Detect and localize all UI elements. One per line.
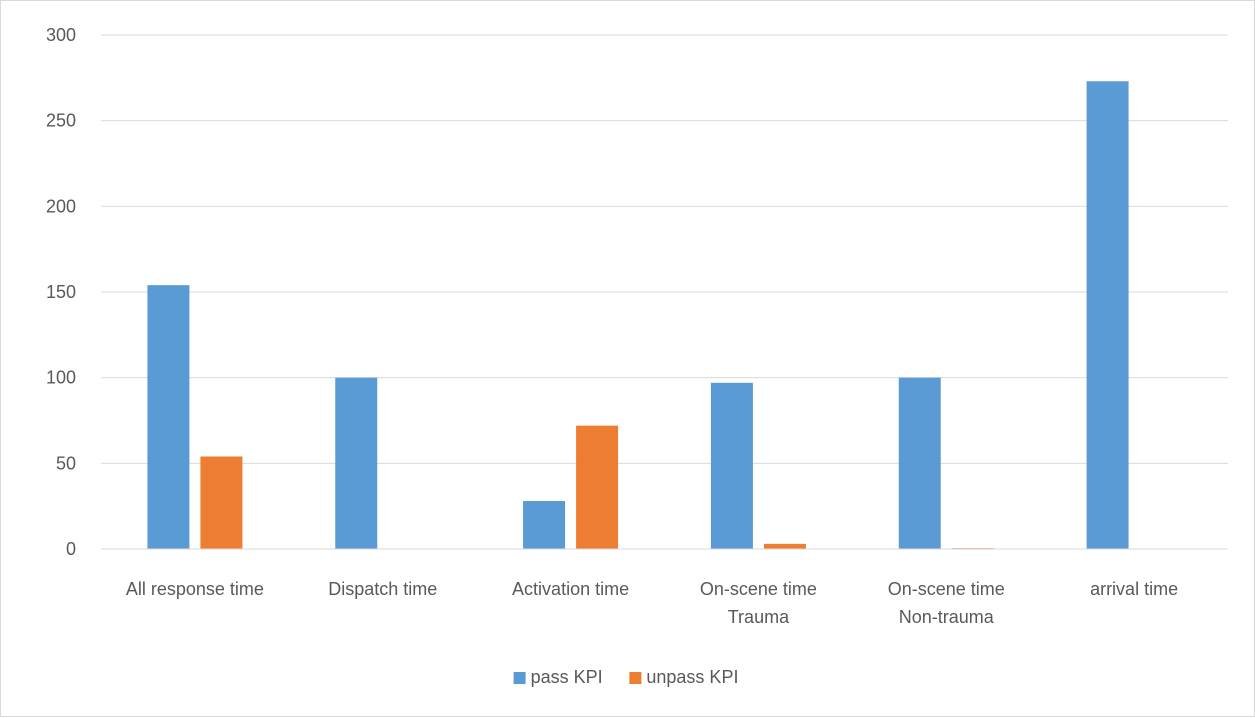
x-category-label: On-scene time Trauma	[700, 579, 817, 627]
gridlines	[101, 34, 1228, 464]
legend-label: pass KPI	[531, 667, 603, 687]
bars	[147, 81, 1129, 550]
y-tick-label: 300	[46, 25, 76, 45]
x-axis-category-labels: All response time Dispatch time Activation…	[126, 579, 1178, 627]
bar-pass-kpi	[710, 382, 753, 549]
x-category-label: arrival time	[1090, 579, 1178, 599]
legend-swatch	[513, 672, 526, 684]
y-axis-tick-labels: 0 50 100 150 200 250 300	[46, 25, 76, 559]
x-category-label: On-scene time Non-trauma	[888, 579, 1005, 627]
legend: pass KPI unpass KPI	[513, 667, 738, 687]
bar-unpass-kpi	[763, 543, 806, 549]
x-category-label: Activation time	[512, 579, 629, 599]
bar-pass-kpi	[1086, 81, 1129, 549]
y-tick-label: 200	[46, 196, 76, 216]
y-tick-label: 0	[66, 539, 76, 559]
bar-pass-kpi	[898, 377, 941, 549]
bar-unpass-kpi	[576, 425, 619, 549]
legend-label: unpass KPI	[646, 667, 738, 687]
x-category-label: Dispatch time	[328, 579, 437, 599]
y-tick-label: 150	[46, 282, 76, 302]
y-tick-label: 50	[56, 453, 76, 473]
bar-unpass-kpi	[200, 456, 243, 549]
bar-pass-kpi	[335, 377, 378, 549]
y-tick-label: 250	[46, 111, 76, 131]
bar-pass-kpi	[523, 501, 566, 549]
bar-pass-kpi	[147, 285, 190, 549]
legend-swatch	[629, 672, 642, 684]
y-tick-label: 100	[46, 368, 76, 388]
x-category-label: All response time	[126, 579, 264, 599]
